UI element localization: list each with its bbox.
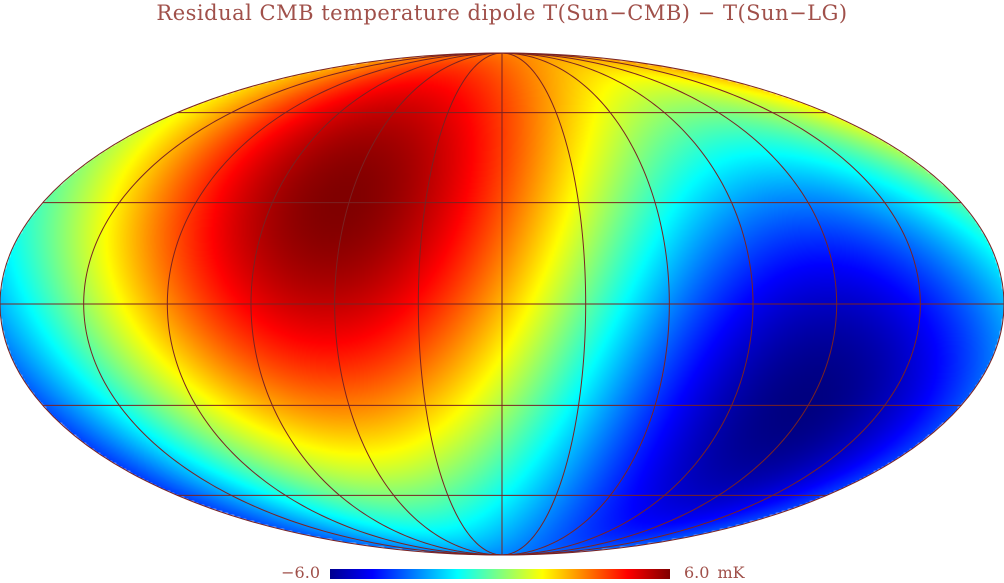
colorbar-unit: mK: [717, 563, 745, 582]
colorbar: [330, 569, 670, 579]
graticule: [0, 52, 1004, 556]
colorbar-min-label: −6.0: [281, 563, 320, 582]
map-title: Residual CMB temperature dipole T(Sun−CM…: [156, 1, 848, 25]
colorbar-max-label: 6.0 mK: [684, 563, 745, 583]
map-outline: [0, 52, 1004, 556]
colorbar-max-value: 6.0: [684, 563, 710, 582]
